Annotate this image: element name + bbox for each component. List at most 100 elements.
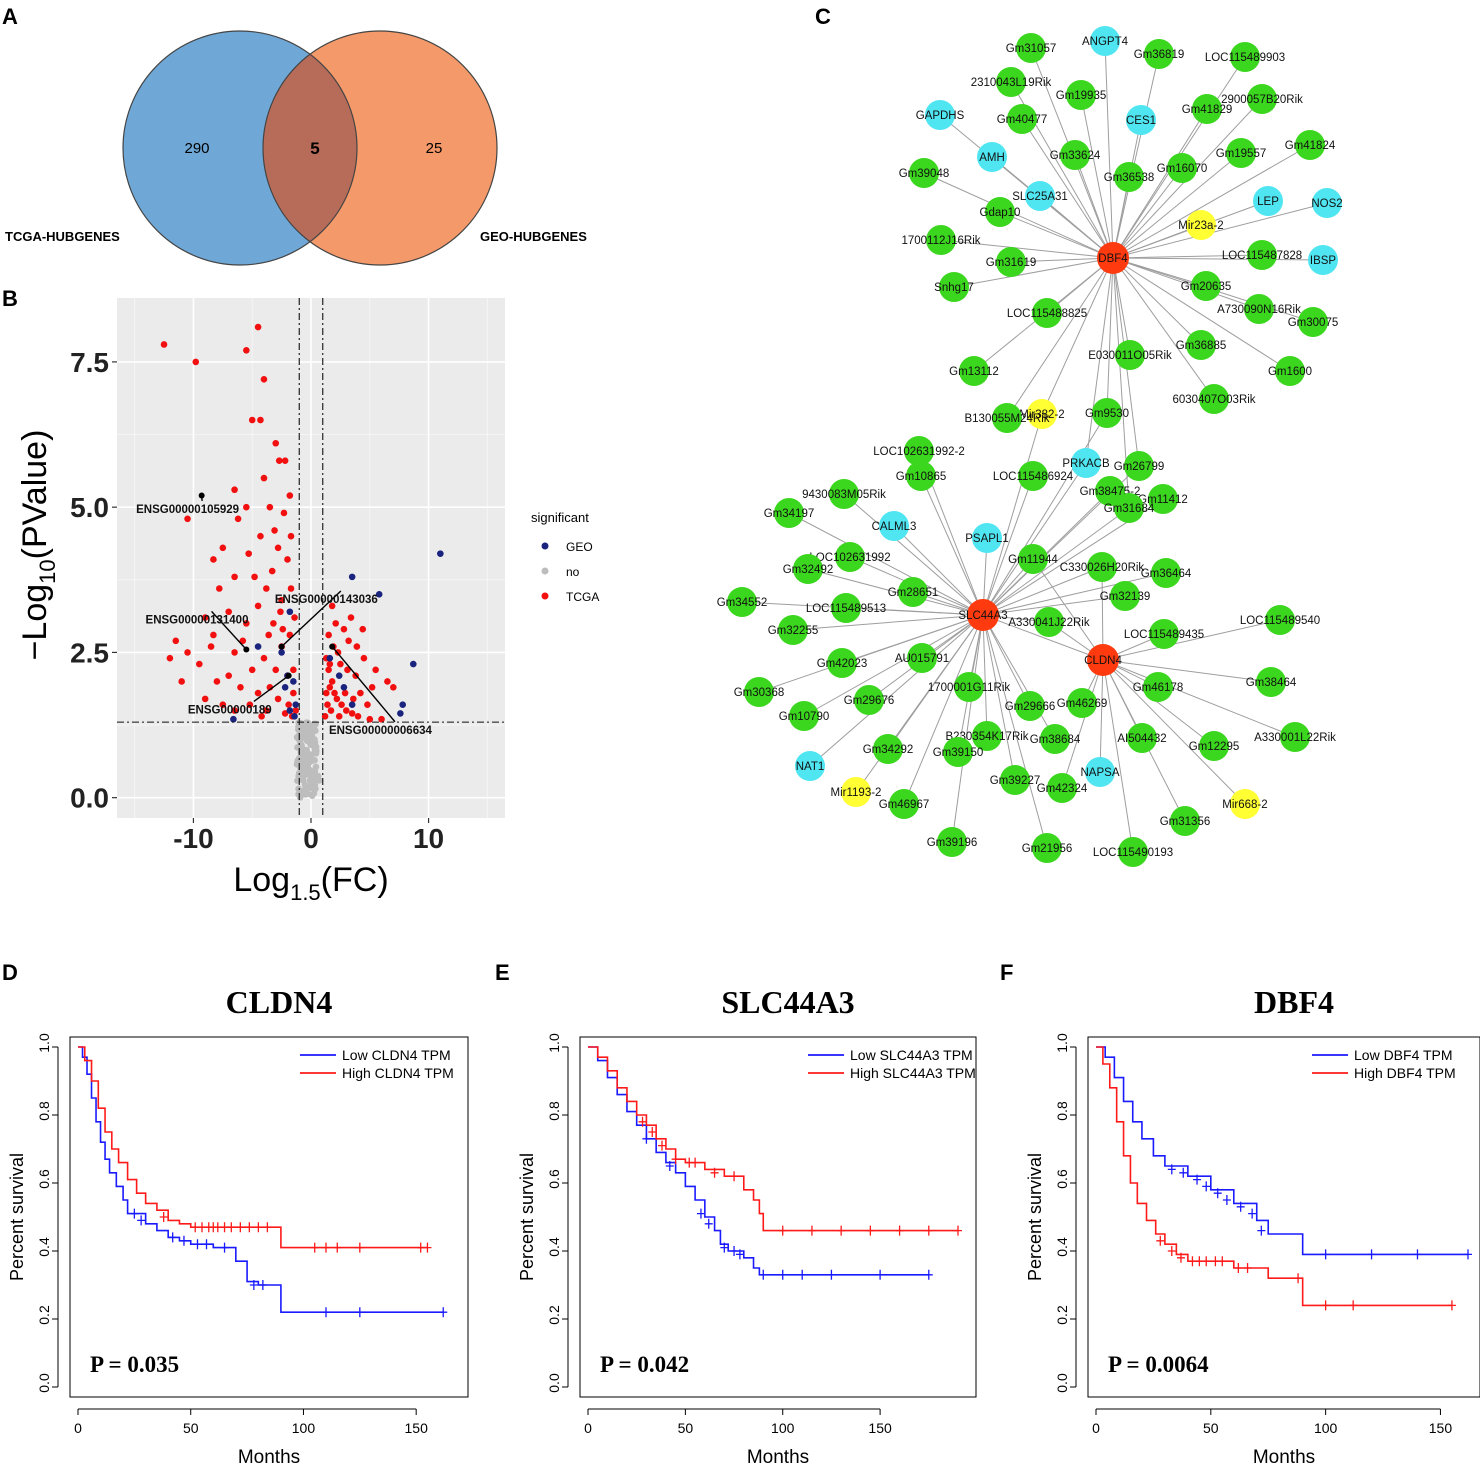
network-node-green <box>831 593 861 623</box>
network-node-green <box>954 672 984 702</box>
km-legend-label-low: Low DBF4 TPM <box>1354 1047 1453 1063</box>
km-censor-mark-low <box>1367 1249 1376 1260</box>
km-censor-mark-high <box>1349 1300 1358 1311</box>
volcano-point-tcga <box>325 631 332 639</box>
network-node-green <box>1247 240 1277 270</box>
network-hub-label: DBF4 <box>1098 253 1128 265</box>
volcano-point-no <box>295 719 302 727</box>
network-edge <box>1102 659 1296 738</box>
network-node-green <box>1114 493 1144 523</box>
network-node-green <box>1230 42 1260 72</box>
volcano-point-geo <box>409 660 417 668</box>
volcano-point-tcga <box>251 573 258 581</box>
network-edge <box>1112 257 1215 400</box>
network-node-label: LOC115487828 <box>1222 250 1302 262</box>
volcano-point-tcga <box>280 509 288 517</box>
network-node-green <box>985 197 1015 227</box>
km-censor-mark-low <box>137 1215 146 1226</box>
annotation-leader-line <box>211 610 247 650</box>
volcano-point-tcga <box>201 614 209 621</box>
network-node-green <box>1000 765 1030 795</box>
volcano-point-tcga <box>207 643 215 650</box>
km-censor-mark-high <box>710 1167 719 1178</box>
volcano-point-tcga <box>201 695 209 703</box>
km-censor-mark-low <box>258 1280 267 1290</box>
y-tick-label: 0.0 <box>70 783 109 814</box>
km-censor-mark-low <box>759 1269 768 1280</box>
km-x-tick-label: 150 <box>868 1420 892 1436</box>
km-legend-label-low: Low CLDN4 TPM <box>342 1047 451 1063</box>
network-node-label: Gm40477 <box>997 114 1048 126</box>
network-node-yellow <box>1186 210 1216 240</box>
km-y-tick-label: 0.8 <box>1054 1101 1070 1121</box>
network-node-cyan <box>1312 188 1342 218</box>
volcano-point-tcga <box>290 666 297 674</box>
km-censor-mark-low <box>1179 1167 1188 1178</box>
km-censor-mark-high <box>807 1225 816 1236</box>
volcano-x-axis-title: Log1.5(FC) <box>233 861 388 905</box>
km-title: DBF4 <box>1254 984 1334 1020</box>
network-node-label: Gdap10 <box>980 207 1021 219</box>
panel-letter-c: C <box>815 4 831 29</box>
volcano-point-tcga <box>263 585 270 592</box>
km-censor-mark-low <box>193 1239 202 1250</box>
network-edge <box>1112 108 1208 259</box>
km-y-axis-title: Percent survival <box>517 1153 537 1281</box>
network-node-label: Gm26799 <box>1114 461 1165 473</box>
network-node-green <box>1199 384 1229 414</box>
km-censor-mark-high <box>778 1225 787 1236</box>
volcano-point-tcga <box>353 643 361 650</box>
network-node-label: C330026H20Rik <box>1060 562 1145 574</box>
network-node-label: NOS2 <box>1311 198 1342 210</box>
y-axis-title-subscript: 10 <box>35 559 60 583</box>
km-pvalue: P = 0.042 <box>600 1352 689 1377</box>
network-edge <box>982 507 1130 616</box>
venn-overlap-region <box>263 31 357 265</box>
volcano-point-tcga <box>284 556 291 563</box>
network-node-green <box>898 577 928 607</box>
km-censor-mark-high <box>1202 1256 1211 1267</box>
volcano-point-tcga <box>260 376 268 383</box>
volcano-point-no <box>302 791 309 798</box>
volcano-point-tcga <box>215 585 223 592</box>
km-plot-dbf4: DBF4 0.0 0.2 0.4 0.6 0.8 1.0 Percent survival 0 5… <box>1025 984 1480 1465</box>
network-node-cyan <box>1071 448 1101 478</box>
km-y-tick-label: 0.0 <box>546 1373 562 1393</box>
network-node-label: Gm36819 <box>1134 49 1185 61</box>
km-censor-mark-low <box>730 1246 739 1256</box>
network-edge <box>1106 257 1114 414</box>
network-node-label: Mir668-2 <box>1222 799 1267 811</box>
network-edge <box>1102 659 1246 805</box>
volcano-point-tcga <box>266 503 274 511</box>
volcano-point-tcga <box>326 660 334 668</box>
network-edges <box>741 40 1328 853</box>
network-edge <box>792 614 984 631</box>
volcano-point-geo <box>281 683 289 691</box>
panel-letter-b: B <box>2 286 18 311</box>
volcano-point-tcga <box>321 713 329 720</box>
volcano-point-no <box>305 720 312 728</box>
volcano-point-geo <box>278 649 285 656</box>
network-node-label: Gm13112 <box>949 366 999 378</box>
volcano-point-tcga <box>196 660 203 668</box>
network-node-label: E030011O05Rik <box>1088 350 1172 362</box>
km-curve-low <box>1096 1046 1468 1256</box>
km-censor-mark-low <box>876 1269 885 1280</box>
network-node-label: GAPDHS <box>916 110 965 122</box>
volcano-point-tcga <box>260 654 268 662</box>
network-node-label: Gm46967 <box>879 799 930 811</box>
volcano-point-no <box>311 768 319 775</box>
network-node-green <box>906 461 936 491</box>
volcano-point-tcga <box>350 695 357 703</box>
km-x-axis-title: Months <box>747 1447 809 1465</box>
volcano-point-no <box>308 792 316 799</box>
volcano-point-tcga <box>292 707 300 714</box>
network-node-label: PRKACB <box>1062 458 1110 470</box>
km-censor-mark-low <box>778 1269 787 1280</box>
volcano-point-tcga <box>384 678 391 685</box>
volcano-point-no <box>312 785 319 793</box>
network-edge <box>1061 659 1104 789</box>
volcano-point-geo <box>340 683 348 691</box>
network-node-label: Gm31619 <box>986 257 1037 269</box>
km-title: SLC44A3 <box>721 984 854 1020</box>
